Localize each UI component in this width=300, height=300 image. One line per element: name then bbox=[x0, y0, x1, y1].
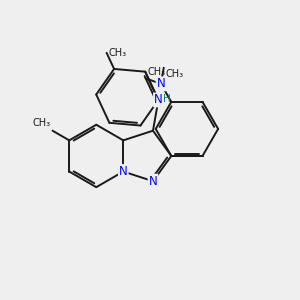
Text: CH₃: CH₃ bbox=[32, 118, 50, 128]
Text: CH₃: CH₃ bbox=[165, 69, 183, 79]
Text: N: N bbox=[154, 94, 163, 106]
Text: CH₃: CH₃ bbox=[147, 67, 165, 77]
Text: CH₃: CH₃ bbox=[109, 48, 127, 58]
Text: H: H bbox=[163, 94, 171, 104]
Text: N: N bbox=[119, 165, 128, 178]
Text: N: N bbox=[148, 175, 157, 188]
Text: N: N bbox=[157, 77, 165, 90]
